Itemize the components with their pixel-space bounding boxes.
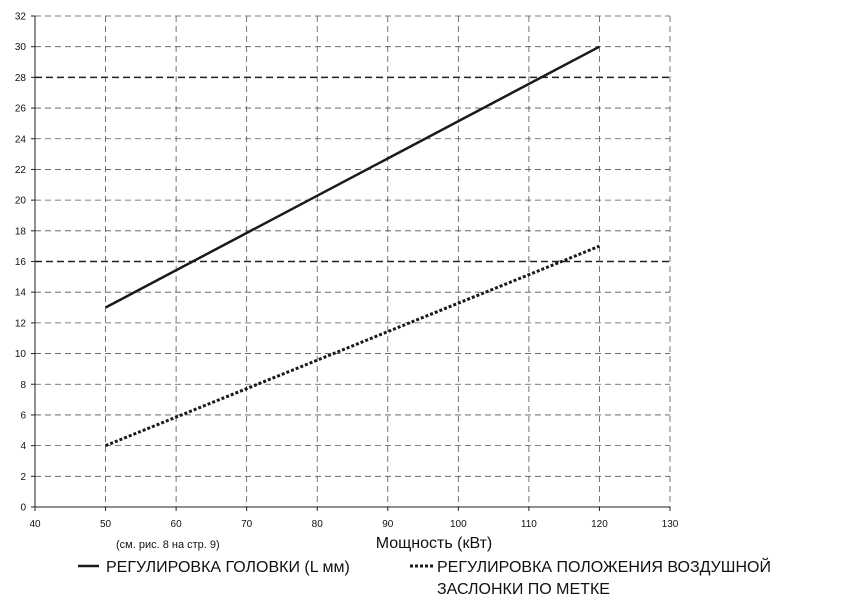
y-tick-label: 22 [15,165,27,176]
y-tick-label: 8 [20,380,26,391]
y-tick-label: 28 [15,73,27,84]
legend-label-damper-line1: РЕГУЛИРОВКА ПОЛОЖЕНИЯ ВОЗДУШНОЙ [437,557,771,576]
y-tick-label: 30 [15,42,27,53]
legend-label-head: РЕГУЛИРОВКА ГОЛОВКИ (L мм) [106,559,350,576]
y-tick-label: 10 [15,349,27,360]
y-tick-label: 20 [15,196,27,207]
legend: РЕГУЛИРОВКА ГОЛОВКИ (L мм) РЕГУЛИРОВКА П… [78,557,771,598]
y-tick-label: 0 [20,503,26,514]
x-tick-label: 110 [521,519,537,530]
x-tick-label: 50 [100,519,112,530]
series [105,45,600,447]
x-tick-label: 70 [241,519,253,530]
y-tick-label: 16 [15,257,27,268]
y-tick-label: 2 [20,472,26,483]
series-line-head-adjustment [105,45,600,309]
x-tick-label: 90 [382,519,394,530]
chart-annotation: (см. рис. 8 на стр. 9) [116,539,220,551]
y-tick-label: 32 [15,12,27,23]
y-tick-label: 12 [15,318,27,329]
y-tick-label: 14 [15,288,27,299]
y-tick-label: 26 [15,104,27,115]
grid [35,15,671,507]
x-tick-label: 130 [662,519,679,530]
x-tick-label: 80 [312,519,324,530]
x-tick-label: 40 [29,519,41,530]
x-tick-label: 60 [171,519,183,530]
axes [31,15,671,511]
x-tick-label: 100 [450,519,467,530]
x-axis-label: Мощность (кВт) [376,535,493,552]
legend-label-damper-line2: ЗАСЛОНКИ ПО МЕТКЕ [437,581,610,598]
y-tick-label: 24 [15,134,27,145]
y-tick-label: 6 [20,410,26,421]
y-tick-label: 18 [15,226,27,237]
x-tick-label: 120 [591,519,608,530]
series-line-damper-position [105,244,600,447]
y-tick-label: 4 [20,441,26,452]
